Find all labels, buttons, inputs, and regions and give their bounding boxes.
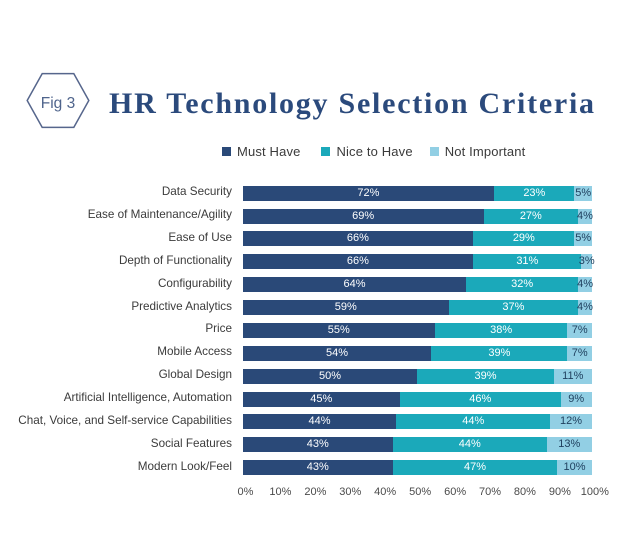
svg-text:Fig 3: Fig 3 <box>41 95 75 112</box>
